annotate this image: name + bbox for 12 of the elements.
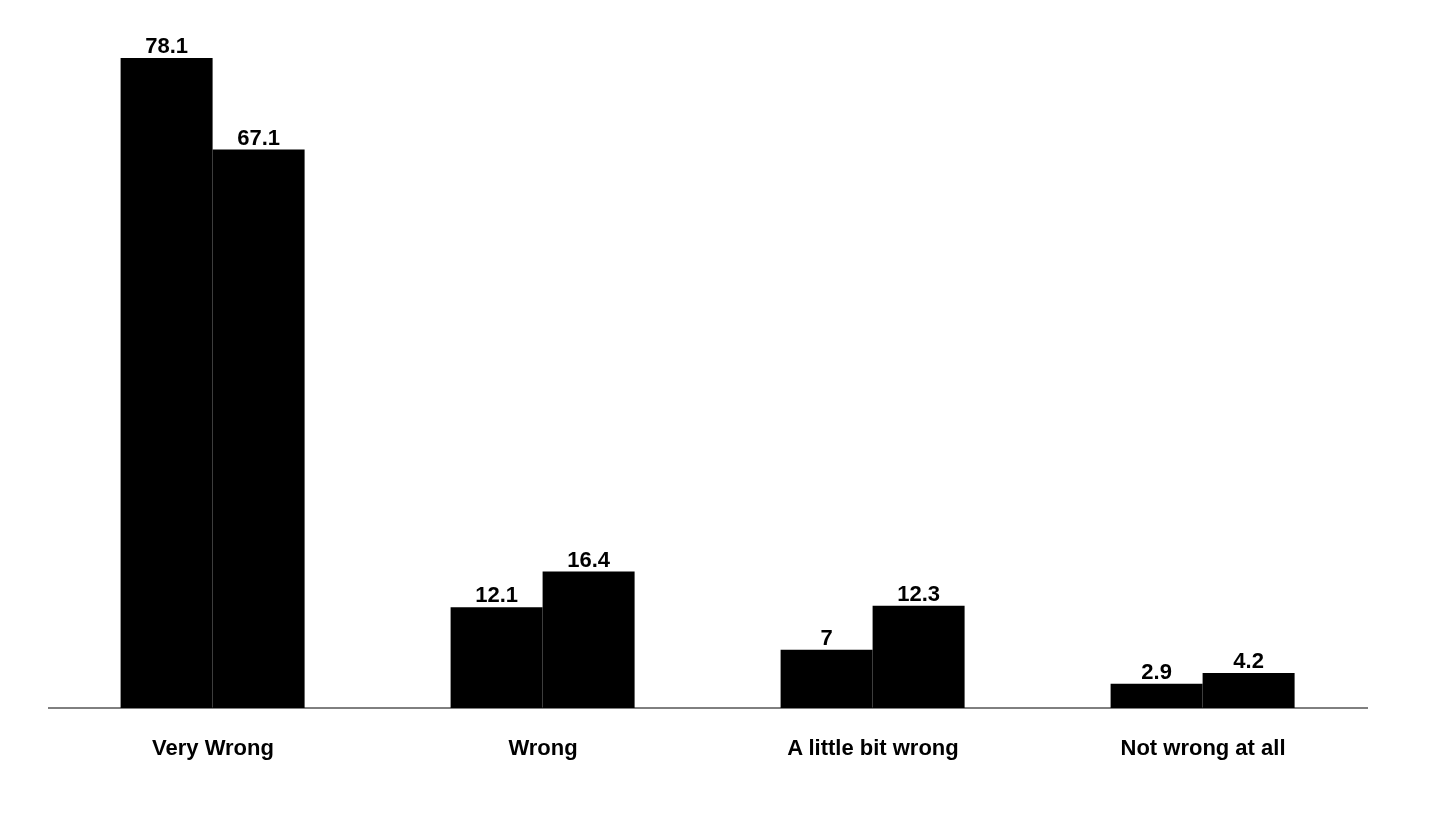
x-tick-label: Not wrong at all [1120,734,1286,760]
data-label: 78.1 [145,33,189,58]
x-tick-label: Very Wrong [152,734,274,760]
data-label: 12.1 [475,582,519,608]
data-label: 12.3 [897,580,941,606]
data-label: 2.9 [1141,658,1172,684]
data-label: 4.2 [1233,648,1264,674]
x-tick-label: A little bit wrong [787,734,959,760]
data-label: 16.4 [567,546,611,572]
x-tick-label: Wrong [508,734,578,760]
data-label: 7 [820,624,833,650]
data-label: 67.1 [237,124,281,150]
